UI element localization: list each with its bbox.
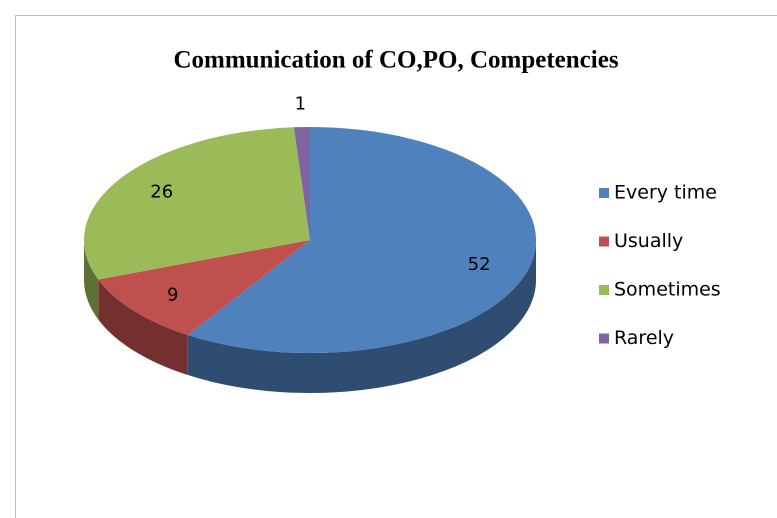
data-label: 52 [468,254,491,275]
data-label: 9 [167,284,178,305]
pie-side [98,279,188,376]
legend-label: Sometimes [614,279,721,301]
chart-title: Communication of CO,PO, Competencies [173,47,618,74]
legend-label: Every time [614,182,717,204]
pie-slice [293,127,310,240]
legend-label: Rarely [614,327,674,349]
legend-swatch [599,236,609,247]
legend-label: Usually [614,230,683,252]
data-label: 26 [150,181,173,202]
legend-swatch [599,188,609,198]
legend-swatch [599,333,609,344]
pie-slice [98,240,310,336]
pie-slice [187,127,537,354]
pie-side [187,240,536,393]
pie-slice [84,127,310,280]
legend-swatch [599,285,609,295]
data-label: 1 [295,93,306,114]
pie-side [84,240,99,320]
